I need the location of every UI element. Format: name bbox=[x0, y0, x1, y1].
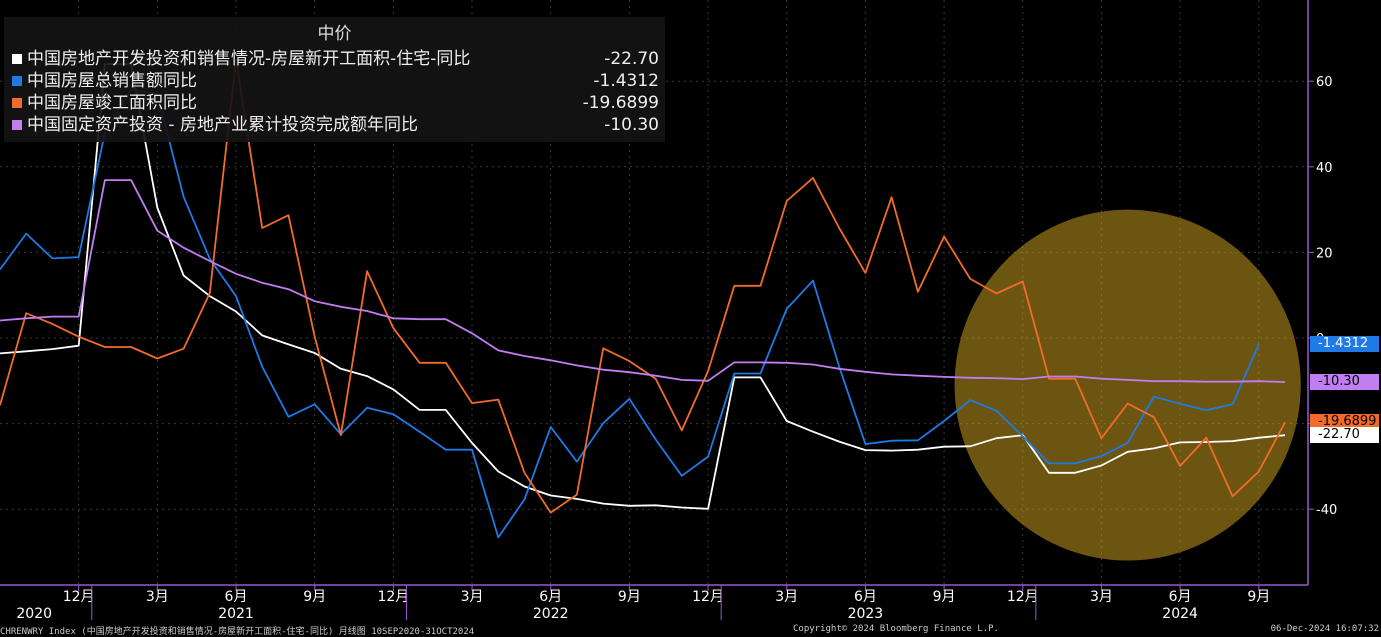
footer-copyright: Copyright© 2024 Bloomberg Finance L.P. bbox=[793, 624, 999, 634]
legend-item-name: 中国房地产开发投资和销售情况-房屋新开工面积-住宅-同比 bbox=[27, 49, 471, 69]
series-layer bbox=[0, 58, 1286, 539]
legend-item: 中国房地产开发投资和销售情况-房屋新开工面积-住宅-同比 -22.70 bbox=[9, 48, 659, 70]
legend-item-value: -22.70 bbox=[604, 49, 659, 69]
legend-item-name: 中国房屋总销售额同比 bbox=[27, 71, 197, 91]
x-year-label: 2023 bbox=[848, 606, 884, 622]
legend-swatch bbox=[12, 98, 22, 108]
last-value-label: -22.70 bbox=[1310, 427, 1379, 444]
series-line bbox=[0, 63, 1286, 510]
x-tick-label: 12月 bbox=[63, 589, 95, 605]
highlight-ellipse bbox=[954, 209, 1301, 561]
x-tick-label: 12月 bbox=[1007, 589, 1039, 605]
last-value-label: -1.4312 bbox=[1310, 336, 1379, 353]
legend-item: 中国房屋竣工面积同比 -19.6899 bbox=[9, 92, 659, 114]
x-tick-label: 12月 bbox=[692, 589, 724, 605]
x-year-label: 2020 bbox=[16, 606, 52, 622]
x-tick-label: 3月 bbox=[1090, 589, 1113, 605]
legend-item-value: -10.30 bbox=[604, 115, 659, 135]
x-tick-label: 3月 bbox=[461, 589, 484, 605]
last-value-label: -19.6899 bbox=[1310, 414, 1379, 431]
x-tick-label: 9月 bbox=[933, 589, 956, 605]
legend-item-name: 中国固定资产投资 - 房地产业累计投资完成额年同比 bbox=[27, 115, 418, 135]
axes: 6040200-20-4012月3月6月9月12月3月6月9月12月3月6月9月… bbox=[0, 0, 1337, 622]
legend-item-value: -1.4312 bbox=[593, 71, 659, 91]
footer-timestamp: 06-Dec-2024 16:07:32 bbox=[1270, 624, 1379, 634]
x-tick-label: 6月 bbox=[854, 589, 877, 605]
x-tick-label: 3月 bbox=[146, 589, 169, 605]
legend-item: 中国固定资产投资 - 房地产业累计投资完成额年同比 -10.30 bbox=[9, 114, 659, 136]
x-year-label: 2022 bbox=[533, 606, 569, 622]
x-year-label: 2021 bbox=[218, 606, 254, 622]
series-line bbox=[0, 88, 1260, 539]
series-line bbox=[0, 179, 1286, 383]
legend-swatch bbox=[12, 54, 22, 64]
series-line bbox=[0, 58, 1286, 514]
x-tick-label: 6月 bbox=[1169, 589, 1192, 605]
y-tick-label: 20 bbox=[1316, 246, 1333, 261]
legend-item-name: 中国房屋竣工面积同比 bbox=[27, 93, 197, 113]
x-tick-label: 9月 bbox=[303, 589, 326, 605]
legend-item: 中国房屋总销售额同比 -1.4312 bbox=[9, 70, 659, 92]
legend-item-value: -19.6899 bbox=[582, 93, 659, 113]
x-tick-label: 9月 bbox=[1247, 589, 1270, 605]
x-tick-label: 6月 bbox=[225, 589, 248, 605]
x-tick-label: 12月 bbox=[377, 589, 409, 605]
last-value-label: -10.30 bbox=[1310, 374, 1379, 391]
legend: 中价 中国房地产开发投资和销售情况-房屋新开工面积-住宅-同比 -22.70 中… bbox=[4, 17, 665, 142]
legend-swatch bbox=[12, 120, 22, 130]
y-tick-label: 60 bbox=[1316, 75, 1333, 90]
footer-source: CHRENWRY Index (中国房地产开发投资和销售情况-房屋新开工面积-住… bbox=[0, 627, 475, 637]
x-tick-label: 3月 bbox=[775, 589, 798, 605]
x-tick-label: 9月 bbox=[618, 589, 641, 605]
x-tick-label: 6月 bbox=[539, 589, 562, 605]
x-year-label: 2024 bbox=[1162, 606, 1198, 622]
legend-title: 中价 bbox=[317, 24, 352, 44]
y-tick-label: -40 bbox=[1316, 503, 1337, 518]
highlight-ellipse-layer bbox=[954, 209, 1301, 561]
legend-swatch bbox=[12, 76, 22, 86]
y-tick-label: 40 bbox=[1316, 161, 1333, 176]
